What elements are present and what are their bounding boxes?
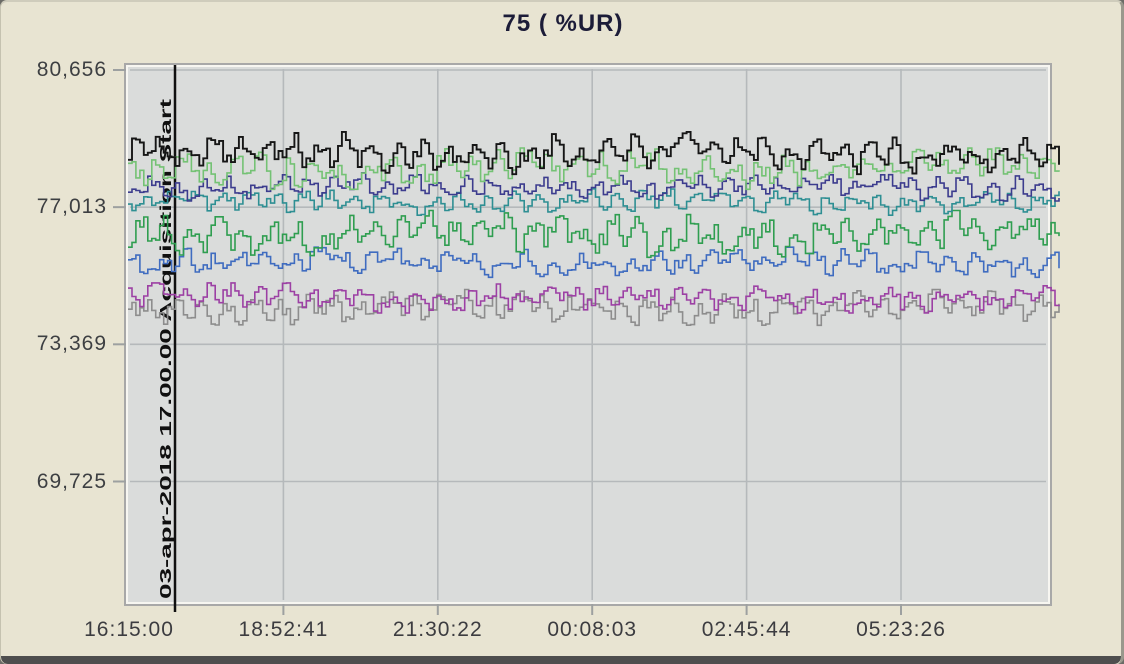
y-tick-label: 69,725 (36, 469, 107, 493)
chart-title: 75 ( %UR) (502, 10, 624, 37)
panel-bottom-edge (1, 656, 1121, 664)
x-tick-label: 05:23:26 (856, 618, 946, 641)
y-tick-label: 80,656 (36, 58, 107, 81)
x-tick-label: 21:30:22 (392, 618, 483, 641)
x-tick-label: 02:45:44 (701, 618, 792, 641)
y-tick-label: 73,369 (36, 332, 107, 356)
plot-area[interactable] (124, 63, 1052, 606)
x-tick-label: 16:15:00 (84, 618, 174, 641)
x-tick-label: 18:52:41 (238, 618, 329, 641)
x-tick-label: 00:08:03 (547, 618, 638, 641)
y-tick-label: 77,013 (36, 195, 107, 219)
